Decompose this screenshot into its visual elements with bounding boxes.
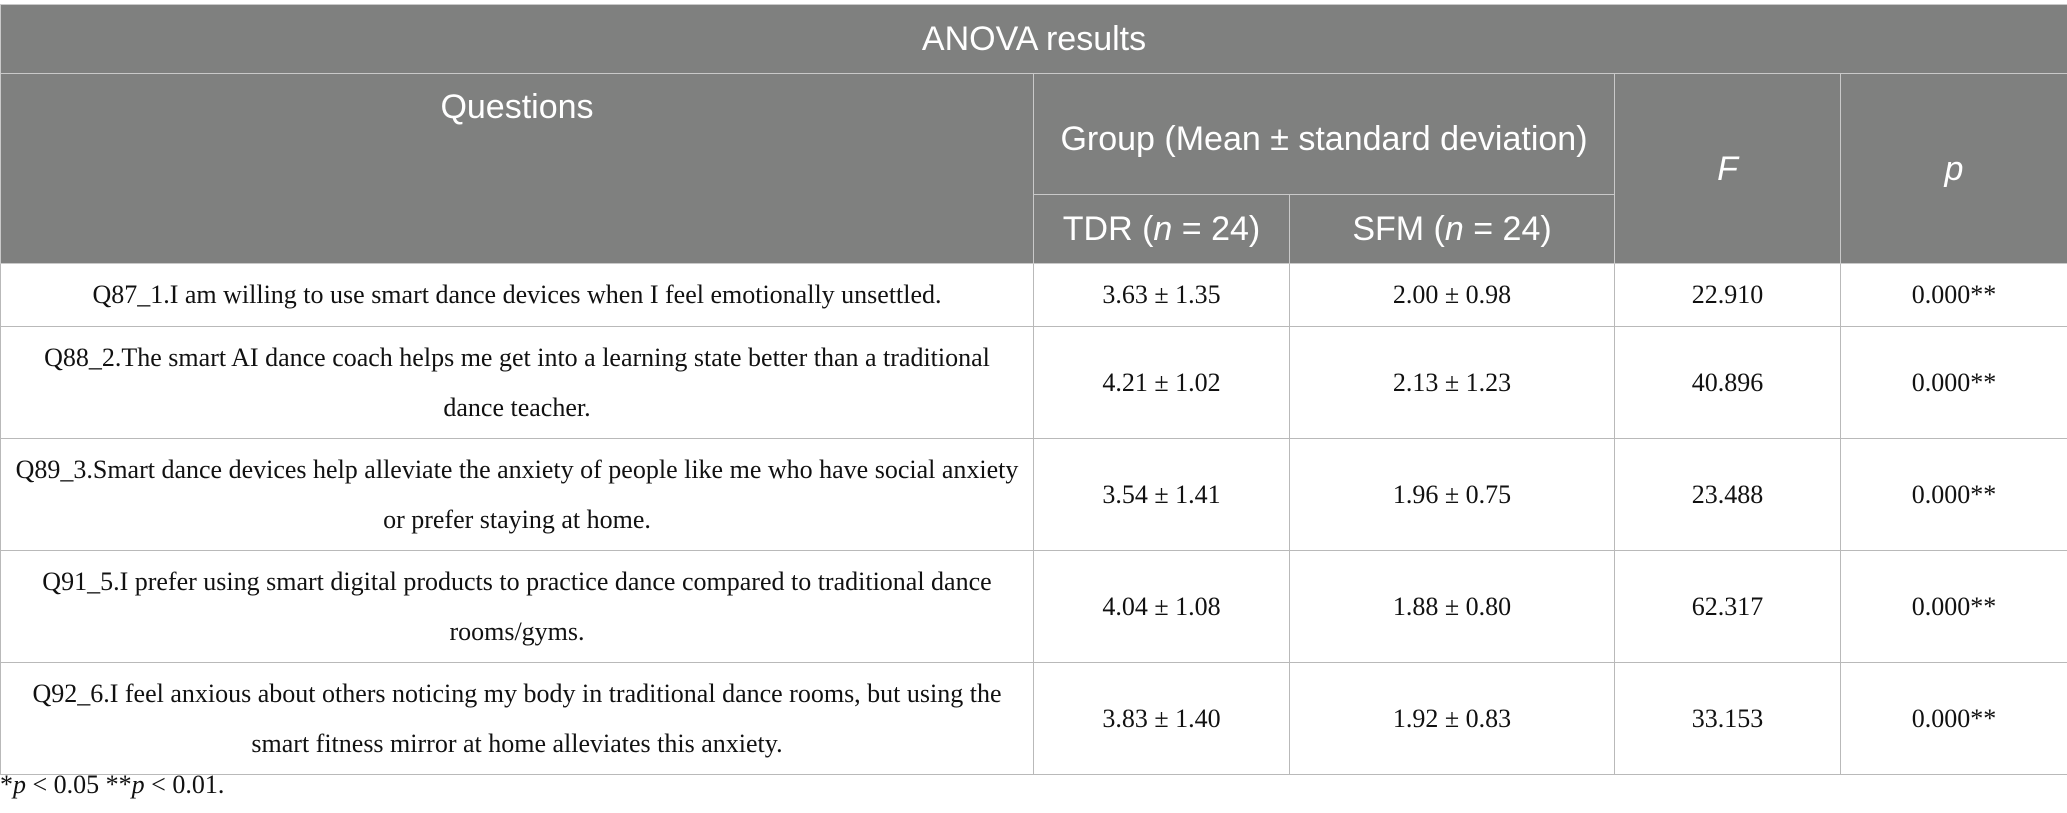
table-row: Q89_3.Smart dance devices help alleviate… xyxy=(0,438,2067,551)
anova-table: ANOVA results Questions Group (Mean ± st… xyxy=(0,4,2067,775)
table-header: ANOVA results Questions Group (Mean ± st… xyxy=(0,4,2067,264)
tdr-cell: 3.54 ± 1.41 xyxy=(1033,438,1290,551)
p-cell: 0.000** xyxy=(1839,550,2067,663)
f-header: F xyxy=(1614,73,1841,264)
question-cell: Q87_1.I am willing to use smart dance de… xyxy=(0,263,1034,327)
f-cell: 62.317 xyxy=(1614,550,1841,663)
tdr-cell: 3.83 ± 1.40 xyxy=(1033,662,1290,775)
question-cell: Q88_2.The smart AI dance coach helps me … xyxy=(0,326,1034,439)
sfm-header: SFM (n = 24) xyxy=(1289,194,1615,264)
table-row: Q87_1.I am willing to use smart dance de… xyxy=(0,263,2067,327)
questions-header: Questions xyxy=(0,73,1034,264)
question-cell: Q89_3.Smart dance devices help alleviate… xyxy=(0,438,1034,551)
tdr-cell: 4.04 ± 1.08 xyxy=(1033,550,1290,663)
table-row: Q88_2.The smart AI dance coach helps me … xyxy=(0,326,2067,439)
table-title: ANOVA results xyxy=(0,4,2067,74)
anova-table-container: ANOVA results Questions Group (Mean ± st… xyxy=(0,4,2067,775)
sfm-cell: 1.96 ± 0.75 xyxy=(1289,438,1615,551)
group-header: Group (Mean ± standard deviation) xyxy=(1033,73,1615,195)
p-header: p xyxy=(1839,73,2067,264)
tdr-cell: 3.63 ± 1.35 xyxy=(1033,263,1290,327)
p-cell: 0.000** xyxy=(1839,438,2067,551)
table-body: Q87_1.I am willing to use smart dance de… xyxy=(0,263,2067,775)
table-footnote: *p < 0.05 **p < 0.01. xyxy=(0,770,225,799)
p-cell: 0.000** xyxy=(1839,326,2067,439)
tdr-cell: 4.21 ± 1.02 xyxy=(1033,326,1290,439)
p-cell: 0.000** xyxy=(1839,263,2067,327)
sfm-cell: 2.13 ± 1.23 xyxy=(1289,326,1615,439)
f-cell: 22.910 xyxy=(1614,263,1841,327)
f-cell: 40.896 xyxy=(1614,326,1841,439)
p-cell: 0.000** xyxy=(1839,662,2067,775)
tdr-header: TDR (n = 24) xyxy=(1033,194,1290,264)
sfm-cell: 1.92 ± 0.83 xyxy=(1289,662,1615,775)
table-row: Q92_6.I feel anxious about others notici… xyxy=(0,662,2067,775)
f-cell: 33.153 xyxy=(1614,662,1841,775)
question-cell: Q91_5.I prefer using smart digital produ… xyxy=(0,550,1034,663)
f-cell: 23.488 xyxy=(1614,438,1841,551)
table-row: Q91_5.I prefer using smart digital produ… xyxy=(0,550,2067,663)
sfm-cell: 1.88 ± 0.80 xyxy=(1289,550,1615,663)
question-cell: Q92_6.I feel anxious about others notici… xyxy=(0,662,1034,775)
sfm-cell: 2.00 ± 0.98 xyxy=(1289,263,1615,327)
